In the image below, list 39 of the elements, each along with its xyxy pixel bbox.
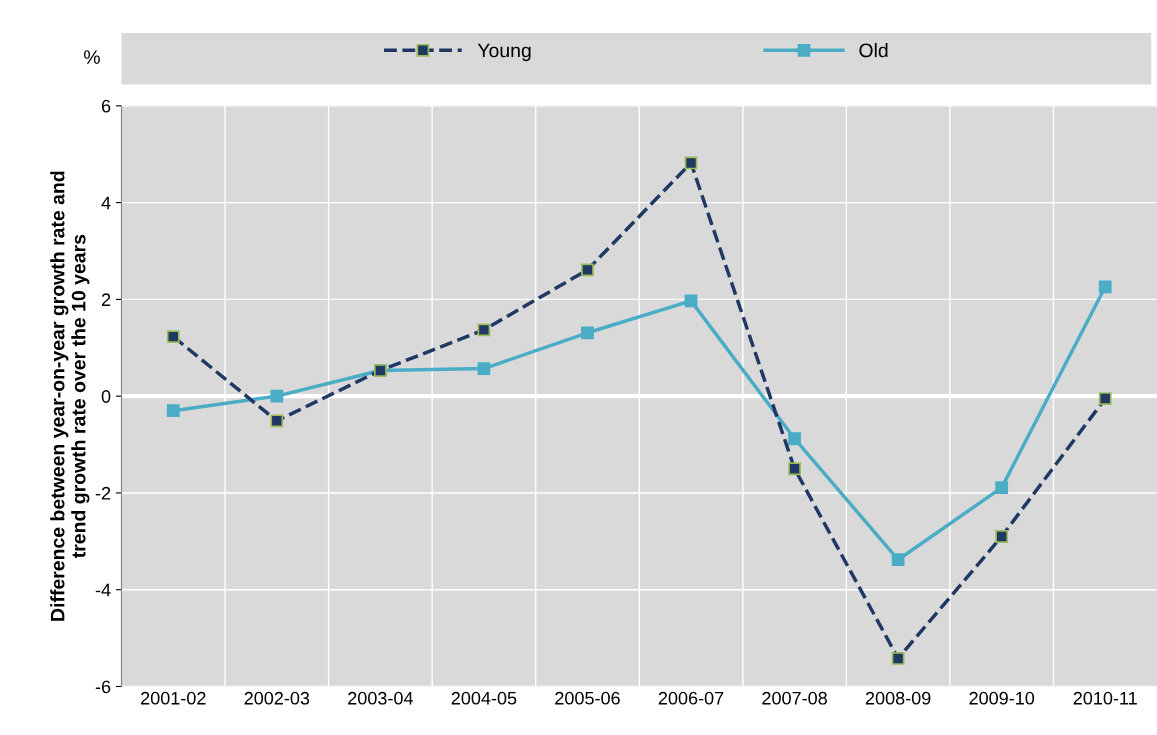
x-tick-label: 2010-11 <box>1073 691 1137 705</box>
point <box>1098 392 1112 405</box>
point <box>995 481 1009 495</box>
point <box>581 326 594 340</box>
y-tick-label: 0 <box>101 390 111 403</box>
point <box>166 404 180 418</box>
legend-label: Old <box>859 43 888 58</box>
x-tick-label: 2005-06 <box>555 691 620 705</box>
x-tick-label: 2004-05 <box>451 691 517 705</box>
point <box>477 323 491 337</box>
y-tick-label: 6 <box>101 99 111 113</box>
legend-label: Young <box>477 43 531 62</box>
x-tick-label: 2006-07 <box>658 691 724 705</box>
x-tick-label: 2007-08 <box>762 691 827 705</box>
point <box>891 553 905 567</box>
point <box>788 462 801 476</box>
point <box>270 389 284 403</box>
point <box>891 652 905 665</box>
point <box>995 530 1009 543</box>
y-tick-label: -4 <box>95 583 111 597</box>
point <box>684 294 698 308</box>
x-tick-label: 2008-09 <box>865 691 931 705</box>
y-tick-label: -2 <box>95 486 111 500</box>
y-tick-label: 2 <box>101 293 111 306</box>
point <box>270 414 284 428</box>
point <box>788 432 801 446</box>
point <box>477 362 491 375</box>
y-axis-title: Difference between year-on-year growth rate and trend growth rate over the 10 years <box>50 171 90 621</box>
point <box>581 263 594 277</box>
x-tick-label: 2009-10 <box>969 691 1035 705</box>
text: % <box>84 50 100 64</box>
point <box>684 156 698 170</box>
y-tick-label: 4 <box>101 196 111 210</box>
x-tick-label: 2001-02 <box>141 691 206 705</box>
y-tick-label: -6 <box>95 680 111 694</box>
x-tick-label: 2003-04 <box>348 691 413 705</box>
x-tick-label: 2002-03 <box>244 691 310 705</box>
point <box>166 330 180 344</box>
point <box>1098 280 1112 294</box>
